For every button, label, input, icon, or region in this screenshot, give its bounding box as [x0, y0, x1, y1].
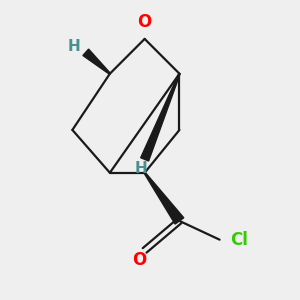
Polygon shape	[83, 49, 110, 74]
Text: O: O	[137, 13, 152, 31]
Polygon shape	[141, 74, 180, 161]
Text: H: H	[67, 39, 80, 54]
Text: H: H	[134, 161, 147, 176]
Text: O: O	[132, 251, 146, 269]
Polygon shape	[144, 172, 184, 224]
Text: Cl: Cl	[230, 231, 248, 249]
